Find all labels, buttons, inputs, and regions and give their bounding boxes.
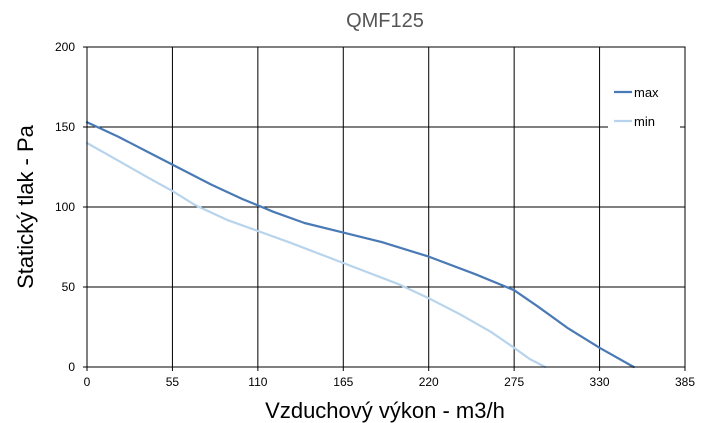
legend-background	[608, 72, 680, 128]
x-tick-label: 220	[419, 375, 439, 389]
series-group	[85, 121, 635, 369]
legend-label-min: min	[634, 114, 655, 129]
x-axis-label: Vzduchový výkon - m3/h	[265, 398, 505, 423]
x-tick-label: 330	[590, 375, 610, 389]
y-axis-label: Statický tlak - Pa	[13, 124, 38, 289]
grid	[86, 46, 686, 368]
x-tick-label: 0	[84, 375, 91, 389]
y-tick-label: 50	[62, 280, 76, 294]
x-tick-label: 385	[675, 375, 695, 389]
chart-title: QMF125	[346, 10, 424, 32]
x-tick-label: 55	[166, 375, 180, 389]
series-line-max	[85, 121, 635, 369]
series-line-min	[85, 141, 547, 369]
legend-label-max: max	[634, 85, 659, 100]
tick-labels: 0 55 110 165 220 275 330 385 0 50 100 150 200	[55, 40, 695, 389]
x-tick-label: 165	[333, 375, 353, 389]
x-tick-label: 275	[504, 375, 524, 389]
y-tick-label: 150	[55, 120, 75, 134]
y-tick-label: 200	[55, 40, 75, 54]
plot-border	[86, 46, 686, 368]
x-tick-label: 110	[248, 375, 267, 389]
legend: max min	[608, 72, 680, 129]
y-tick-label: 100	[55, 200, 75, 214]
y-tick-label: 0	[68, 360, 75, 374]
